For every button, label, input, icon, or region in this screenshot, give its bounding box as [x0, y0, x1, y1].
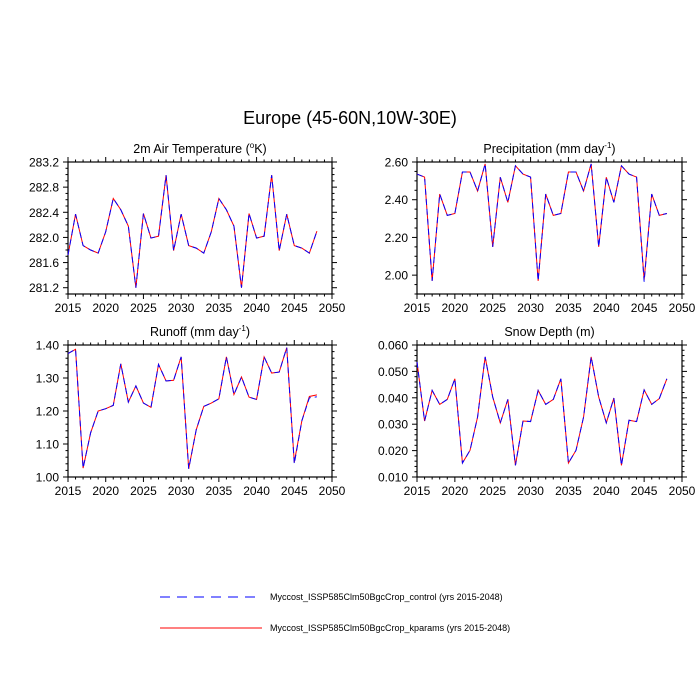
y-tick-label: 1.30	[36, 372, 60, 386]
y-tick-label: 1.00	[36, 471, 60, 485]
x-tick-label: 2020	[92, 484, 119, 498]
x-tick-label: 2030	[517, 301, 544, 315]
x-tick-label: 2050	[319, 301, 346, 315]
plot-frame	[416, 344, 683, 478]
y-tick-label: 1.40	[36, 339, 60, 353]
x-tick-label: 2050	[669, 301, 696, 315]
x-tick-label: 2030	[517, 484, 544, 498]
x-tick-label: 2035	[206, 484, 233, 498]
x-tick-label: 2040	[593, 484, 620, 498]
panel-snow-depth: Snow Depth (m) 2015 2020 2025 2030 2035 2040 20…	[378, 325, 696, 498]
x-tick-label: 2040	[593, 301, 620, 315]
y-tick-label: 282.0	[29, 231, 59, 245]
y-tick-label: 2.20	[385, 231, 409, 245]
x-tick-label: 2025	[479, 484, 506, 498]
x-tick-label: 2015	[55, 484, 82, 498]
legend: Myccost_ISSP585Clm50BgcCrop_control (yrs…	[160, 592, 510, 633]
panel-title: Precipitation (mm day-1)	[483, 141, 615, 156]
x-tick-label: 2020	[442, 484, 469, 498]
series-line-control	[416, 163, 667, 282]
x-tick-label: 2035	[555, 301, 582, 315]
panel-title: 2m Air Temperature (oK)	[133, 141, 266, 156]
x-tick-label: 2020	[442, 301, 469, 315]
x-tick-label: 2025	[130, 484, 157, 498]
legend-label-kparams: Myccost_ISSP585Clm50BgcCrop_kparams (yrs…	[270, 623, 510, 633]
legend-label-control: Myccost_ISSP585Clm50BgcCrop_control (yrs…	[270, 592, 503, 602]
y-tick-label: 1.20	[36, 405, 60, 419]
x-tick-label: 2045	[281, 484, 308, 498]
series-line-kparams	[416, 356, 668, 466]
y-tick-label: 282.8	[29, 181, 59, 195]
y-tick-label: 282.4	[29, 206, 59, 220]
y-tick-label: 0.010	[378, 471, 408, 485]
y-tick-label: 283.2	[29, 156, 59, 170]
y-tick-label: 2.00	[385, 269, 409, 283]
x-tick-label: 2040	[243, 484, 270, 498]
panel-temperature: 2m Air Temperature (oK) 2015 2020 2025 2030 2…	[29, 141, 346, 315]
panel-precipitation: Precipitation (mm day-1) 2015 2020 2025 2030…	[385, 141, 696, 315]
series-line-control	[416, 356, 668, 466]
y-tick-label: 281.2	[29, 281, 59, 295]
x-tick-label: 2050	[319, 484, 346, 498]
x-tick-label: 2035	[555, 484, 582, 498]
series-line-control	[67, 347, 317, 469]
x-tick-label: 2020	[92, 301, 119, 315]
y-tick-label: 0.060	[378, 339, 408, 353]
y-tick-label: 2.40	[385, 193, 409, 207]
x-tick-label: 2030	[168, 484, 195, 498]
y-tick-label: 2.60	[385, 156, 409, 170]
y-tick-label: 0.020	[378, 444, 408, 458]
y-tick-label: 0.050	[378, 365, 408, 379]
series-line-kparams	[416, 163, 667, 281]
y-tick-label: 0.030	[378, 418, 408, 432]
x-tick-label: 2035	[206, 301, 233, 315]
x-tick-label: 2015	[404, 301, 431, 315]
x-tick-label: 2045	[631, 484, 658, 498]
x-tick-label: 2030	[168, 301, 195, 315]
x-tick-label: 2015	[55, 301, 82, 315]
series-line-control	[67, 175, 318, 288]
y-tick-label: 1.10	[36, 438, 60, 452]
x-tick-label: 2040	[243, 301, 270, 315]
x-tick-label: 2045	[631, 301, 658, 315]
y-tick-label: 0.040	[378, 391, 408, 405]
panel-title: Runoff (mm day-1)	[150, 324, 250, 339]
x-tick-label: 2045	[281, 301, 308, 315]
plot-frame	[67, 344, 333, 478]
x-tick-label: 2050	[669, 484, 696, 498]
x-tick-label: 2025	[479, 301, 506, 315]
x-tick-label: 2025	[130, 301, 157, 315]
x-tick-label: 2015	[404, 484, 431, 498]
panel-runoff: Runoff (mm day-1) 2015 2020 2025 2030 2035 204…	[36, 324, 346, 498]
y-tick-label: 281.6	[29, 256, 59, 270]
panel-title: Snow Depth (m)	[504, 325, 594, 339]
plot-frame	[67, 161, 333, 295]
plot-frame	[416, 161, 683, 295]
main-title: Europe (45-60N,10W-30E)	[243, 108, 457, 128]
